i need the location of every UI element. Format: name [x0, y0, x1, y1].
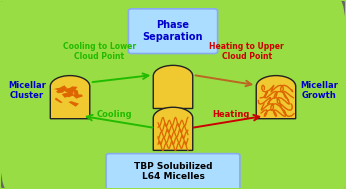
Text: Micellar
Growth: Micellar Growth — [300, 81, 338, 101]
PathPatch shape — [153, 65, 193, 108]
Polygon shape — [54, 88, 65, 91]
Text: Heating to Upper
Cloud Point: Heating to Upper Cloud Point — [209, 42, 284, 61]
PathPatch shape — [256, 76, 296, 119]
Polygon shape — [62, 91, 74, 98]
Text: Heating: Heating — [213, 110, 250, 119]
Polygon shape — [69, 86, 78, 92]
FancyBboxPatch shape — [106, 154, 240, 189]
Polygon shape — [55, 85, 67, 91]
FancyBboxPatch shape — [128, 9, 218, 53]
Polygon shape — [70, 94, 83, 99]
Text: Cooling: Cooling — [97, 110, 133, 119]
Polygon shape — [74, 90, 79, 96]
Polygon shape — [56, 87, 67, 93]
PathPatch shape — [153, 107, 193, 150]
PathPatch shape — [50, 76, 90, 119]
Text: Micellar
Cluster: Micellar Cluster — [8, 81, 46, 101]
Text: TBP Solubilized
L64 Micelles: TBP Solubilized L64 Micelles — [134, 162, 212, 181]
Polygon shape — [64, 88, 74, 94]
Text: Cooling to Lower
Cloud Point: Cooling to Lower Cloud Point — [63, 42, 136, 61]
Polygon shape — [68, 101, 79, 107]
Polygon shape — [55, 98, 63, 103]
Text: Phase
Separation: Phase Separation — [143, 20, 203, 42]
